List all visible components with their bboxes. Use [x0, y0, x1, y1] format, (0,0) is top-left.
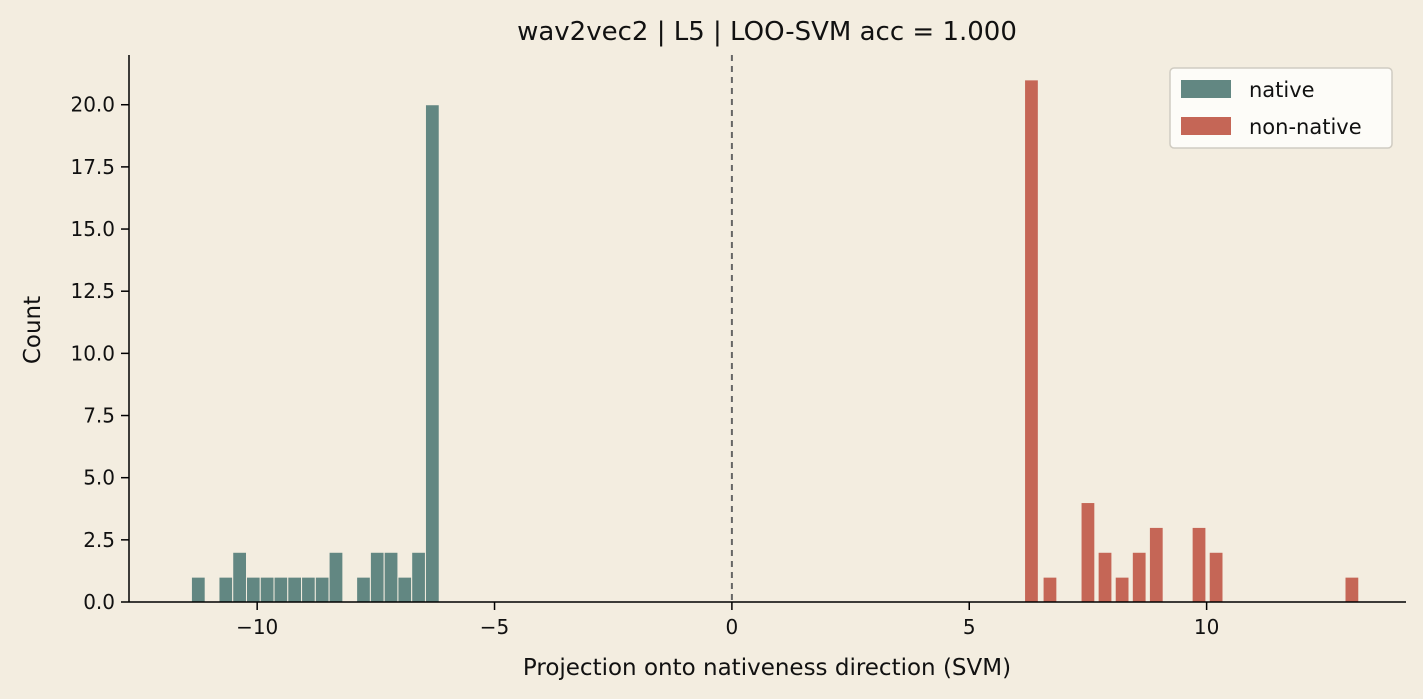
bar-non-native	[1131, 551, 1147, 603]
legend-label-non-native: non-native	[1249, 115, 1362, 139]
x-tick-label: −5	[480, 615, 509, 639]
bar-native	[356, 576, 371, 603]
y-tick-label: 2.5	[83, 528, 115, 552]
y-ticks: 0.0 2.5 5.0 7.5 10.0 12.5 15.0 17.5 20.0	[70, 93, 129, 614]
bar-non-native	[1114, 576, 1130, 603]
legend-label-native: native	[1249, 78, 1315, 102]
bar-native	[259, 576, 275, 603]
bar-non-native	[1148, 526, 1164, 603]
bar-native	[232, 551, 247, 603]
bar-native	[369, 551, 385, 603]
bar-native	[245, 576, 261, 603]
bar-native	[314, 576, 330, 603]
x-ticks: −10 −5 0 5 10	[236, 602, 1219, 639]
bar-native	[424, 104, 440, 603]
x-axis-title: Projection onto nativeness direction (SV…	[523, 655, 1011, 681]
bar-native	[301, 576, 316, 603]
bar-non-native	[1208, 551, 1224, 603]
bar-non-native	[1042, 576, 1058, 603]
bar-native	[273, 576, 289, 603]
y-tick-label: 12.5	[70, 279, 115, 303]
legend: native non-native	[1169, 67, 1393, 149]
x-tick-label: 0	[726, 615, 739, 639]
y-axis-title: Count	[20, 296, 46, 364]
y-tick-label: 0.0	[83, 590, 115, 614]
bars-layer	[190, 79, 1360, 603]
bar-native	[328, 551, 344, 603]
bar-non-native	[1344, 576, 1360, 603]
bar-native	[287, 576, 303, 603]
y-tick-label: 5.0	[83, 466, 115, 490]
bar-non-native	[1024, 79, 1039, 603]
x-tick-label: 5	[963, 615, 976, 639]
bar-native	[218, 576, 234, 603]
bar-native	[411, 551, 426, 603]
legend-swatch-non-native	[1181, 117, 1231, 135]
y-tick-label: 15.0	[70, 217, 115, 241]
legend-swatch-native	[1181, 80, 1231, 98]
y-tick-label: 7.5	[83, 404, 115, 428]
bar-native	[383, 551, 399, 603]
bar-non-native	[1191, 526, 1207, 603]
bar-non-native	[1097, 551, 1113, 603]
y-tick-label: 20.0	[70, 93, 115, 117]
x-tick-label: 10	[1194, 615, 1219, 639]
bar-native	[397, 576, 413, 603]
bar-non-native	[1080, 502, 1096, 603]
bar-native	[190, 576, 206, 603]
x-tick-label: −10	[236, 615, 278, 639]
y-tick-label: 17.5	[70, 155, 115, 179]
chart-title: wav2vec2 | L5 | LOO-SVM acc = 1.000	[517, 17, 1017, 47]
y-tick-label: 10.0	[70, 341, 115, 365]
